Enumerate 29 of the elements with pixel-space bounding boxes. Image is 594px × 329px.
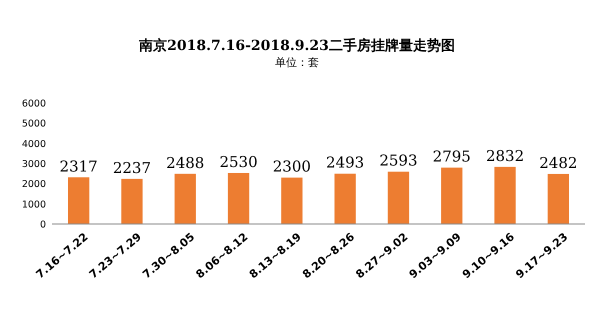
y-tick-label: 6000 bbox=[22, 98, 46, 110]
bar bbox=[281, 178, 303, 224]
bar bbox=[121, 178, 143, 224]
data-label: 2317 bbox=[60, 157, 98, 176]
bar bbox=[441, 168, 462, 224]
bar bbox=[494, 166, 516, 224]
y-tick-label: 1000 bbox=[22, 199, 46, 210]
data-label: 2593 bbox=[379, 152, 418, 170]
bar bbox=[68, 177, 90, 224]
bar bbox=[388, 172, 410, 224]
chart-title: 南京2018.7.16-2018.9.23二手房挂牌量走势图 bbox=[138, 37, 455, 54]
bar bbox=[174, 174, 196, 224]
data-label: 2482 bbox=[539, 154, 578, 172]
bar bbox=[334, 174, 356, 224]
bar bbox=[548, 174, 570, 224]
data-label: 2795 bbox=[432, 148, 471, 166]
y-tick-label: 4000 bbox=[22, 138, 46, 150]
data-label: 2832 bbox=[486, 146, 524, 165]
bar bbox=[228, 172, 250, 224]
data-label: 2488 bbox=[166, 154, 204, 172]
data-label: 2300 bbox=[272, 158, 311, 176]
data-label: 2493 bbox=[326, 154, 364, 172]
y-tick-label: 3000 bbox=[22, 159, 46, 170]
y-tick-label: 5000 bbox=[22, 118, 46, 130]
data-label: 2237 bbox=[112, 158, 152, 177]
y-tick-label: 2000 bbox=[22, 179, 46, 190]
chart-subtitle: 单位：套 bbox=[275, 56, 319, 69]
y-tick-label: 0 bbox=[40, 220, 46, 230]
data-label: 2530 bbox=[219, 152, 258, 171]
